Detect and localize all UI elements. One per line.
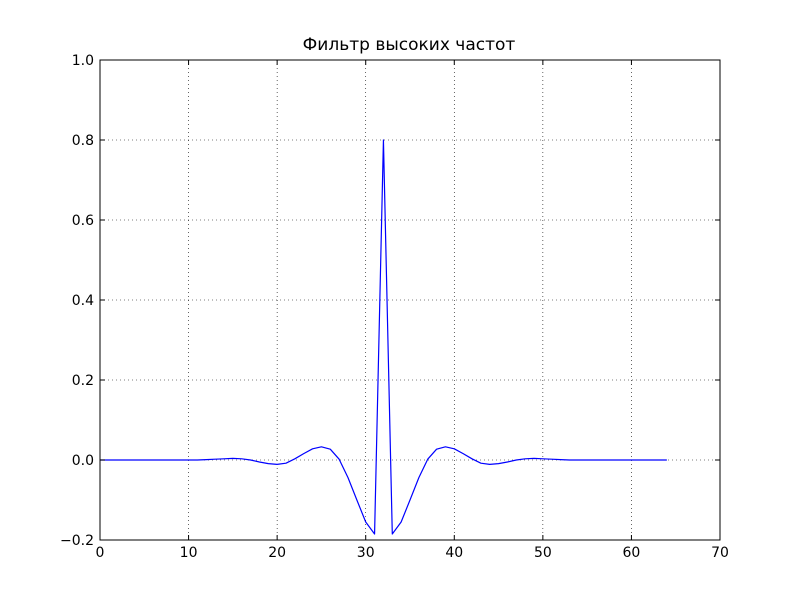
x-tick-label: 20: [268, 545, 286, 561]
series-line: [100, 139, 667, 535]
y-tick-label: 0.2: [72, 373, 94, 389]
x-tick-label: 30: [357, 545, 375, 561]
y-tick-label: 0.0: [72, 453, 94, 469]
y-tick-label: 0.6: [72, 213, 94, 229]
series-layer: [100, 139, 667, 535]
x-tick-label: 70: [711, 545, 729, 561]
x-tick-label: 50: [534, 545, 552, 561]
y-tick-label: 0.4: [72, 293, 94, 309]
chart-title: Фильтр высоких частот: [303, 35, 516, 55]
y-tick-label: 0.8: [72, 133, 94, 149]
grid: [100, 60, 720, 540]
x-tick-label: 0: [96, 545, 105, 561]
y-tick-label: −0.2: [60, 533, 94, 549]
x-tick-label: 10: [180, 545, 198, 561]
axis-ticks: [99, 59, 721, 541]
x-tick-label: 60: [623, 545, 641, 561]
tick-labels: 0 10 20 30 40 50 60 70 −0.2 0.0 0.2 0.4 0.6 0.8 1.0: [60, 53, 729, 561]
x-tick-label: 40: [445, 545, 463, 561]
y-tick-label: 1.0: [72, 53, 94, 69]
